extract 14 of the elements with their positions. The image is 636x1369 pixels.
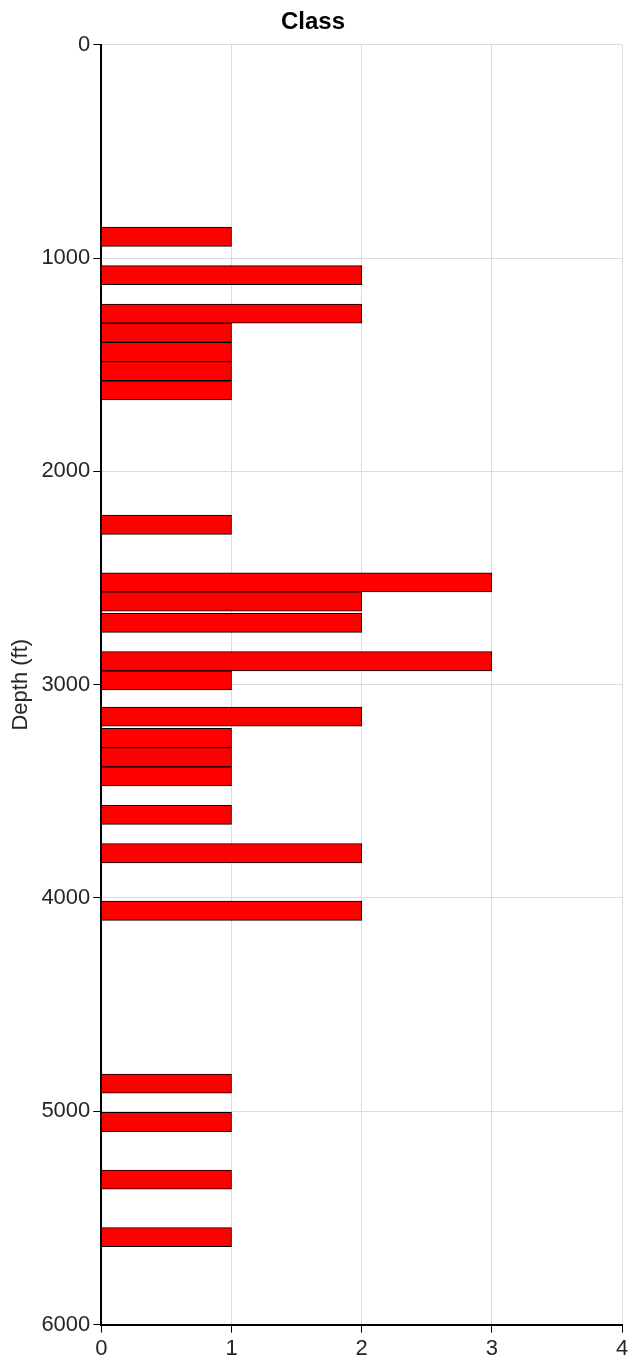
chart-title: Class — [280, 7, 346, 35]
x-tick-label: 1 — [225, 1334, 238, 1360]
y-axis-title: Depth (ft) — [7, 638, 33, 731]
y-tick-label: 0 — [78, 30, 91, 56]
y-tick-label: 6000 — [41, 1310, 91, 1336]
y-tick-label: 3000 — [41, 670, 91, 696]
y-tick-label: 2000 — [41, 457, 91, 483]
x-tick-label: 4 — [615, 1334, 629, 1360]
y-tick-label: 4000 — [41, 884, 91, 910]
x-tick-label: 0 — [95, 1334, 108, 1360]
y-tick-label: 1000 — [41, 244, 91, 270]
x-tick-label: 2 — [355, 1334, 368, 1360]
y-tick-label: 5000 — [41, 1097, 91, 1123]
x-tick-label: 3 — [485, 1334, 498, 1360]
